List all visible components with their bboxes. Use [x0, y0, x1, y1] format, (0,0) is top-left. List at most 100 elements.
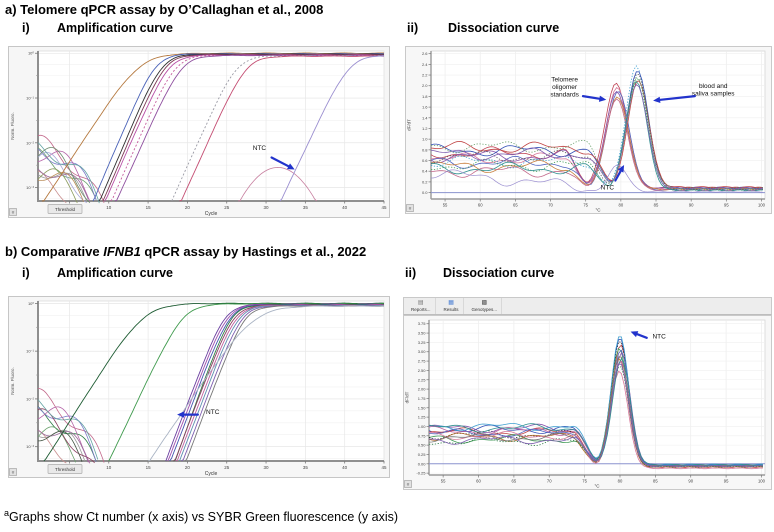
svg-text:10⁻¹: 10⁻¹: [26, 96, 35, 101]
svg-text:10⁰: 10⁰: [28, 301, 34, 306]
annotation-arrow: [634, 332, 648, 339]
results-button-label: Results: [443, 307, 459, 312]
svg-text:90: 90: [689, 203, 694, 208]
annotation-arrow: [581, 95, 603, 101]
dissociation-plot-b: -0.25 0.00 0.25 0.50 0.75 1.00 1.25 1.50 1.75 2.0…: [403, 315, 772, 490]
annotation-text: NTC: [601, 184, 615, 191]
svg-text:35: 35: [303, 465, 309, 470]
corner-tool-icon: [406, 204, 414, 212]
svg-text:1.8: 1.8: [422, 94, 428, 99]
threshold-button[interactable]: Threshold: [47, 204, 83, 214]
svg-text:0.00: 0.00: [418, 461, 427, 466]
svg-text:65: 65: [513, 203, 518, 208]
svg-text:20: 20: [185, 465, 191, 470]
svg-text:1.2: 1.2: [422, 126, 428, 131]
svg-text:55: 55: [443, 203, 448, 208]
panel-a-i-number: i): [22, 21, 30, 35]
svg-text:10⁻³: 10⁻³: [26, 444, 35, 449]
svg-text:2.75: 2.75: [418, 359, 427, 364]
svg-text:3.75: 3.75: [418, 321, 427, 326]
annotation-arrow: [270, 156, 292, 169]
annotation-text: Telomere: [551, 76, 578, 83]
svg-text:0.2: 0.2: [422, 179, 428, 184]
a_diss-svg: 0.0 0.2 0.4 0.6 0.8 1.0 1.2 1.4 1.6 1.8 2.0 2.2 2.4 2…: [405, 46, 772, 214]
svg-text:Threshold: Threshold: [55, 207, 76, 212]
svg-text:Norm. Fluoro.: Norm. Fluoro.: [10, 367, 15, 395]
svg-text:60: 60: [478, 203, 483, 208]
svg-text:3.00: 3.00: [418, 349, 427, 354]
svg-text:1.00: 1.00: [418, 424, 427, 429]
annotation-arrowhead: [287, 163, 295, 170]
reports-button-label: Reports...: [411, 307, 431, 312]
svg-text:15: 15: [146, 205, 152, 210]
svg-text:1.50: 1.50: [418, 405, 427, 410]
corner-tool-icon: [9, 208, 17, 216]
svg-text:85: 85: [654, 203, 659, 208]
svg-text:0.25: 0.25: [418, 452, 427, 457]
svg-text:65: 65: [512, 479, 517, 484]
svg-text:10⁻²: 10⁻²: [26, 140, 35, 145]
svg-text:Threshold: Threshold: [55, 467, 76, 472]
genotypes-button[interactable]: ▩ Genotypes...: [468, 298, 503, 314]
threshold-button[interactable]: Threshold: [47, 464, 83, 474]
svg-text:10: 10: [106, 465, 112, 470]
annotation-text: NTC: [206, 409, 220, 416]
svg-text:°C: °C: [595, 208, 601, 213]
svg-text:1.25: 1.25: [418, 415, 427, 420]
svg-text:100: 100: [758, 479, 766, 484]
svg-text:2.50: 2.50: [418, 368, 427, 373]
panel-b-i-title: Amplification curve: [57, 266, 173, 280]
svg-text:Cycle: Cycle: [205, 211, 218, 217]
figure-footnote: aGraphs show Ct number (x axis) vs SYBR …: [4, 508, 399, 525]
svg-text:2.0: 2.0: [422, 83, 428, 88]
svg-text:55: 55: [441, 479, 446, 484]
svg-text:-0.25: -0.25: [416, 471, 426, 476]
svg-text:80: 80: [619, 203, 624, 208]
amplification-chart-b: 10⁰10⁻¹10⁻²10⁻³51015202530354045CycleNor…: [8, 296, 390, 478]
annotation-text: oligomer: [552, 84, 578, 91]
svg-text:0.4: 0.4: [422, 169, 428, 174]
panel-a-i-title: Amplification curve: [57, 21, 173, 35]
svg-text:40: 40: [342, 205, 348, 210]
panel-b-ii-title: Dissociation curve: [443, 266, 555, 280]
svg-text:70: 70: [548, 203, 553, 208]
svg-text:45: 45: [381, 205, 387, 210]
svg-text:0.8: 0.8: [422, 147, 428, 152]
results-button[interactable]: ▦ Results: [440, 298, 464, 314]
annotation-text: saliva samples: [692, 91, 735, 98]
svg-text:25: 25: [224, 205, 230, 210]
reports-button[interactable]: ▤ Reports...: [407, 298, 436, 314]
svg-text:0.50: 0.50: [418, 443, 427, 448]
svg-text:2.25: 2.25: [418, 377, 427, 382]
results-icon: ▦: [448, 300, 454, 306]
svg-text:1.6: 1.6: [422, 105, 428, 110]
report-icon: ▤: [417, 300, 424, 306]
annotation-arrowhead: [617, 165, 625, 173]
svg-text:dF/dT: dF/dT: [407, 119, 412, 131]
b_diss-svg: -0.25 0.00 0.25 0.50 0.75 1.00 1.25 1.50 1.75 2.0…: [403, 315, 772, 490]
annotation-arrow: [656, 95, 696, 102]
svg-text:3.25: 3.25: [418, 340, 427, 345]
svg-text:#: #: [409, 206, 412, 211]
svg-text:2.6: 2.6: [422, 51, 428, 56]
annotation-arrowhead: [630, 331, 639, 338]
panel-a-ii-number: ii): [407, 21, 419, 35]
annotation-arrowhead: [177, 411, 185, 418]
svg-text:dF/dT: dF/dT: [405, 391, 410, 403]
genotypes-button-label: Genotypes...: [471, 307, 498, 312]
svg-text:1.75: 1.75: [418, 396, 427, 401]
panel-b-ii-number: ii): [405, 266, 417, 280]
svg-text:95: 95: [724, 479, 729, 484]
svg-text:#: #: [407, 482, 410, 487]
svg-text:30: 30: [264, 465, 270, 470]
section-a-title: a) Telomere qPCR assay by O’Callaghan et…: [5, 2, 324, 17]
annotation-text: NTC: [253, 145, 267, 152]
svg-text:40: 40: [342, 465, 348, 470]
svg-text:0.75: 0.75: [418, 433, 427, 438]
svg-text:85: 85: [653, 479, 658, 484]
svg-text:0.6: 0.6: [422, 158, 428, 163]
svg-text:10: 10: [106, 205, 112, 210]
svg-text:100: 100: [758, 203, 766, 208]
annotation-arrowhead: [653, 96, 661, 103]
svg-text:25: 25: [224, 465, 230, 470]
